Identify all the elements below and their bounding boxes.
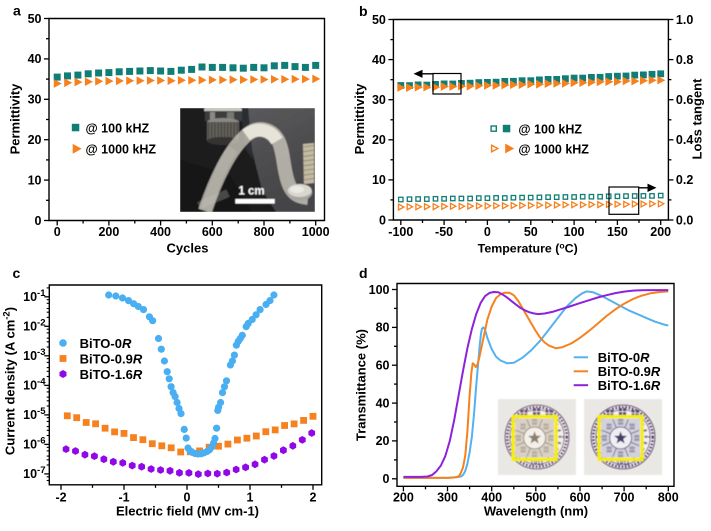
svg-text:400: 400 bbox=[150, 225, 171, 239]
svg-text:1 cm: 1 cm bbox=[238, 186, 264, 198]
svg-text:80: 80 bbox=[376, 321, 390, 335]
svg-text:d: d bbox=[359, 265, 368, 281]
svg-text:50: 50 bbox=[28, 12, 42, 26]
svg-text:@ 100 kHZ: @ 100 kHZ bbox=[86, 121, 150, 135]
svg-text:800: 800 bbox=[658, 491, 679, 505]
svg-text:0: 0 bbox=[379, 213, 386, 227]
svg-text:BiTO-0.9R: BiTO-0.9R bbox=[80, 351, 143, 366]
svg-text:50: 50 bbox=[524, 225, 538, 239]
svg-text:Permittivity: Permittivity bbox=[8, 83, 23, 155]
svg-text:200: 200 bbox=[98, 225, 119, 239]
svg-text:0: 0 bbox=[35, 214, 42, 228]
svg-text:Permittivity: Permittivity bbox=[352, 83, 367, 155]
svg-text:0: 0 bbox=[383, 472, 390, 486]
svg-text:500: 500 bbox=[525, 491, 546, 505]
svg-text:BiTO-0R: BiTO-0R bbox=[80, 336, 132, 351]
svg-text:10: 10 bbox=[28, 173, 42, 187]
svg-text:30: 30 bbox=[372, 93, 386, 107]
svg-text:1000: 1000 bbox=[302, 225, 330, 239]
svg-text:0.2: 0.2 bbox=[676, 173, 693, 187]
svg-text:100: 100 bbox=[369, 283, 390, 297]
svg-text:c: c bbox=[13, 265, 21, 281]
svg-text:0: 0 bbox=[54, 225, 61, 239]
svg-text:1.0: 1.0 bbox=[676, 13, 693, 27]
svg-text:-1: -1 bbox=[118, 491, 129, 505]
svg-text:200: 200 bbox=[393, 491, 414, 505]
svg-text:˜1911˜: ˜1911˜ bbox=[613, 460, 632, 467]
svg-text:BiTO-0R: BiTO-0R bbox=[598, 350, 650, 365]
svg-text:40: 40 bbox=[372, 53, 386, 67]
svg-text:0.0: 0.0 bbox=[676, 213, 693, 227]
svg-text:50: 50 bbox=[372, 13, 386, 27]
svg-text:40: 40 bbox=[376, 396, 390, 410]
svg-text:Transmittance (%): Transmittance (%) bbox=[354, 329, 369, 441]
svg-text:600: 600 bbox=[570, 491, 591, 505]
svg-text:˜1911˜: ˜1911˜ bbox=[527, 460, 546, 467]
svg-text:0.4: 0.4 bbox=[676, 133, 693, 147]
svg-text:-2: -2 bbox=[55, 491, 66, 505]
svg-text:600: 600 bbox=[202, 225, 223, 239]
svg-text:Loss tangent: Loss tangent bbox=[690, 78, 705, 160]
svg-text:BiTO-0.9R: BiTO-0.9R bbox=[598, 364, 661, 379]
svg-text:0: 0 bbox=[184, 491, 191, 505]
svg-text:400: 400 bbox=[481, 491, 502, 505]
svg-text:20: 20 bbox=[28, 133, 42, 147]
svg-text:0.6: 0.6 bbox=[676, 93, 693, 107]
svg-text:200: 200 bbox=[650, 225, 671, 239]
svg-text:Electric field (MV cm-1): Electric field (MV cm-1) bbox=[116, 504, 259, 519]
svg-text:100: 100 bbox=[564, 225, 585, 239]
svg-text:-100: -100 bbox=[388, 225, 413, 239]
svg-text:b: b bbox=[359, 3, 368, 19]
svg-text:Wavelength (nm): Wavelength (nm) bbox=[484, 504, 588, 519]
svg-text:0: 0 bbox=[484, 225, 491, 239]
svg-text:10: 10 bbox=[372, 173, 386, 187]
svg-text:2: 2 bbox=[310, 491, 317, 505]
svg-text:Temperature (oC): Temperature (oC) bbox=[478, 241, 578, 256]
svg-text:BiTO-1.6R: BiTO-1.6R bbox=[80, 367, 143, 382]
svg-text:@ 1000 kHZ: @ 1000 kHZ bbox=[86, 143, 157, 157]
svg-text:60: 60 bbox=[376, 359, 390, 373]
svg-text:1: 1 bbox=[247, 491, 254, 505]
svg-text:Cycles: Cycles bbox=[167, 241, 209, 256]
svg-text:@ 1000 kHZ: @ 1000 kHZ bbox=[518, 142, 589, 156]
svg-text:Current density (A cm-2): Current density (A cm-2) bbox=[2, 307, 18, 455]
svg-text:a: a bbox=[13, 2, 21, 18]
svg-text:20: 20 bbox=[376, 434, 390, 448]
svg-text:150: 150 bbox=[607, 225, 628, 239]
svg-text:800: 800 bbox=[254, 225, 275, 239]
svg-text:-50: -50 bbox=[435, 225, 453, 239]
svg-text:40: 40 bbox=[28, 52, 42, 66]
svg-text:@ 100 kHZ: @ 100 kHZ bbox=[518, 122, 582, 136]
svg-text:700: 700 bbox=[614, 491, 635, 505]
svg-text:300: 300 bbox=[437, 491, 458, 505]
svg-text:0.8: 0.8 bbox=[676, 53, 693, 67]
svg-text:30: 30 bbox=[28, 93, 42, 107]
svg-text:BiTO-1.6R: BiTO-1.6R bbox=[598, 378, 661, 393]
svg-text:20: 20 bbox=[372, 133, 386, 147]
